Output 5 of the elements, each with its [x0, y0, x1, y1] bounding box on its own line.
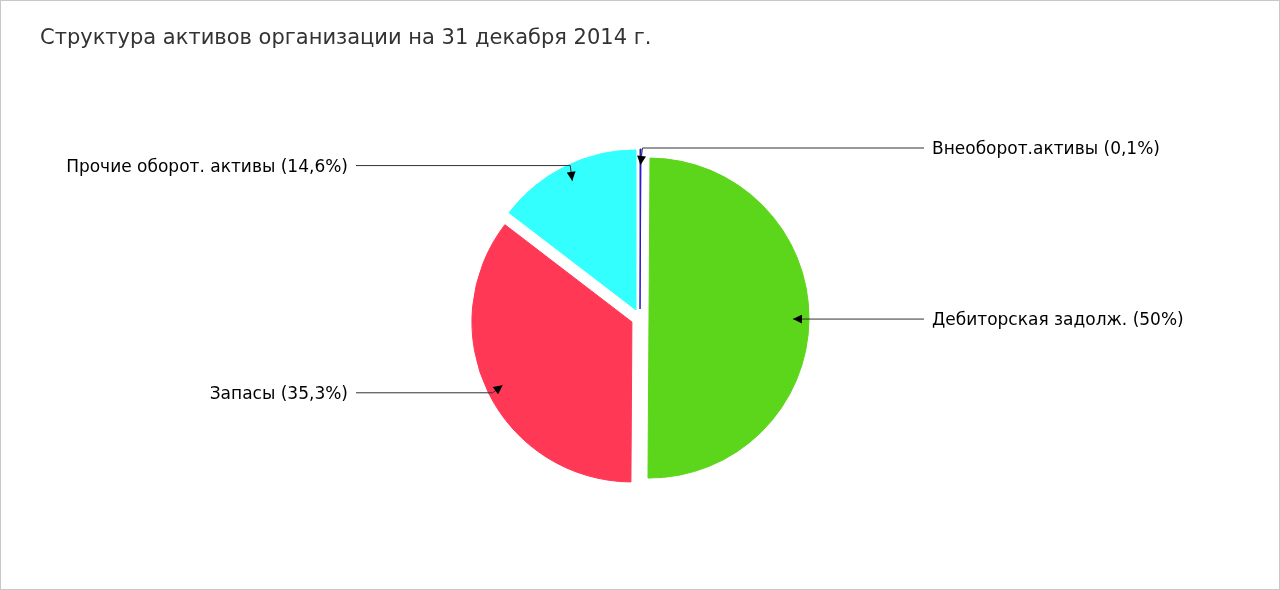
slice-label: Дебиторская задолж. (50%) [932, 309, 1184, 330]
slice-label: Прочие оборот. активы (14,6%) [66, 155, 348, 176]
slice-label: Внеоборот.активы (0,1%) [932, 137, 1160, 158]
chart-title: Структура активов организации на 31 декабря 2014 г. [40, 25, 652, 50]
slice-label: Запасы (35,3%) [209, 382, 348, 403]
